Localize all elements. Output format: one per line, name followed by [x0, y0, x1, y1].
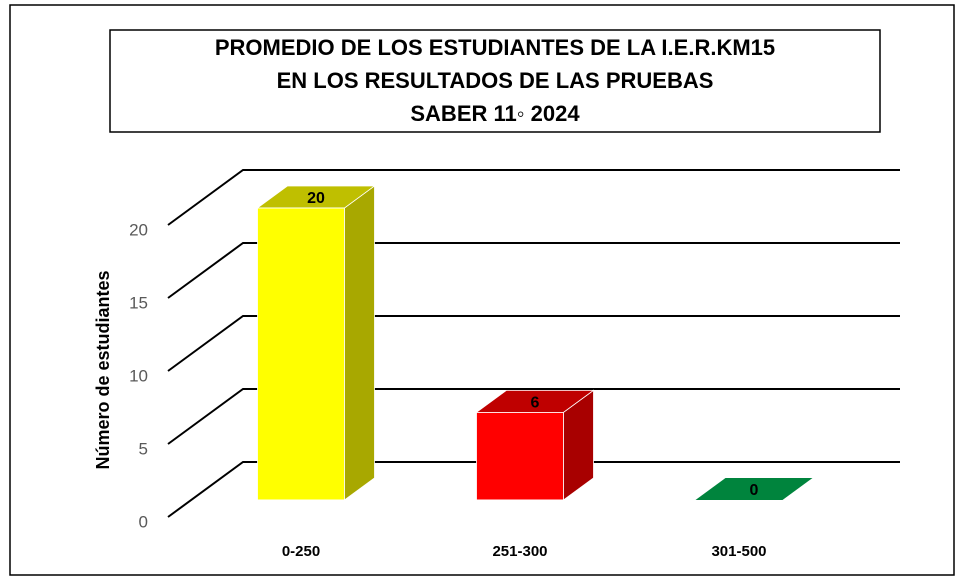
grid-line — [167, 461, 900, 518]
chart-title: EN LOS RESULTADOS DE LAS PRUEBAS — [277, 68, 714, 93]
grid-line — [167, 242, 900, 299]
chart-frame — [9, 4, 955, 576]
x-tick-label: 0-250 — [282, 543, 320, 560]
bar — [256, 185, 376, 501]
value-label: 6 — [531, 395, 540, 412]
value-label: 0 — [750, 482, 759, 499]
grid-line — [167, 169, 900, 226]
bar-top — [475, 389, 595, 413]
bar-side — [344, 185, 375, 501]
x-tick-label: 251-300 — [492, 543, 547, 560]
y-tick-label: 15 — [129, 293, 148, 312]
y-tick-label: 0 — [139, 512, 148, 531]
chart-title: PROMEDIO DE LOS ESTUDIANTES DE LA I.E.R.… — [215, 35, 775, 60]
value-label: 20 — [307, 190, 325, 207]
y-tick-label: 5 — [139, 439, 148, 458]
grid-line — [167, 388, 900, 445]
bar — [695, 477, 813, 500]
bar-top — [256, 185, 376, 209]
bar — [475, 389, 595, 501]
bar-top — [695, 477, 813, 500]
y-tick-label: 10 — [129, 366, 148, 385]
y-tick-label: 20 — [129, 220, 148, 239]
bar-front — [476, 411, 564, 501]
chart-title: SABER 11◦ 2024 — [410, 101, 580, 126]
grid-line — [167, 315, 900, 372]
x-tick-label: 301-500 — [711, 543, 766, 560]
y-axis-title: Número de estudiantes — [93, 270, 113, 469]
bar-front — [257, 207, 345, 501]
title-box — [109, 29, 881, 133]
